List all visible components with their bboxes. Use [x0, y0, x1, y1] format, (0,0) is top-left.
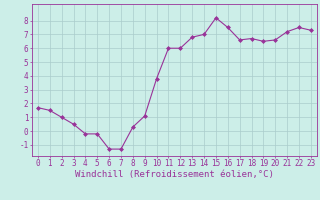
X-axis label: Windchill (Refroidissement éolien,°C): Windchill (Refroidissement éolien,°C) [75, 170, 274, 179]
